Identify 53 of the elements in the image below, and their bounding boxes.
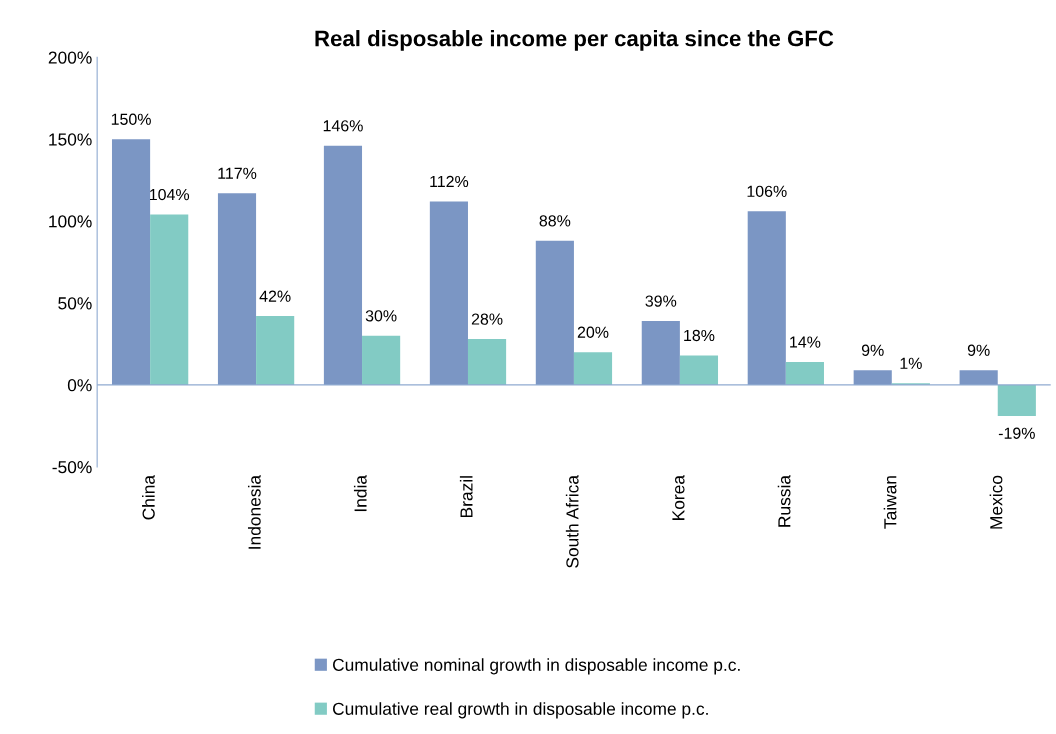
x-tick-label: South Africa — [565, 475, 579, 568]
data-label: -19% — [998, 427, 1035, 439]
bar — [679, 355, 719, 385]
chart-title: Real disposable income per capita since the GFC — [315, 30, 834, 51]
data-label: 30% — [365, 310, 397, 322]
data-label: 112% — [430, 175, 469, 188]
data-label: 14% — [790, 336, 821, 348]
data-label: 88% — [539, 215, 571, 227]
bar — [535, 240, 574, 385]
y-tick-label: -50% — [52, 460, 92, 474]
bar — [997, 384, 1036, 417]
x-tick-label: Mexico — [989, 475, 1003, 529]
y-tick-label: 50% — [58, 297, 92, 310]
bar — [747, 211, 786, 385]
bar — [573, 352, 613, 385]
bar — [429, 201, 468, 385]
data-label: 150% — [111, 113, 151, 125]
bar — [853, 370, 892, 385]
legend-label: Cumulative nominal growth in disposable income p.c. — [333, 658, 740, 675]
bar — [256, 316, 295, 385]
x-tick-label: Indonesia — [247, 475, 261, 549]
y-tick-label: 150% — [49, 133, 92, 146]
x-tick-label: Korea — [672, 475, 685, 520]
data-label: 117% — [218, 167, 257, 179]
data-label: 1% — [900, 357, 922, 369]
x-tick-label: India — [353, 475, 367, 512]
bar — [362, 335, 401, 385]
data-label: 146% — [323, 120, 363, 132]
data-label: 39% — [645, 295, 677, 307]
data-label: 106% — [747, 185, 787, 197]
legend-label: Cumulative real growth in disposable income p.c. — [333, 702, 708, 719]
x-tick-label: Taiwan — [883, 476, 897, 529]
x-tick-label: China — [142, 475, 155, 520]
bar — [217, 193, 257, 385]
y-tick-label: 0% — [67, 379, 92, 392]
bar — [111, 139, 151, 385]
x-tick-label: Brazil — [459, 476, 473, 517]
data-label: 42% — [259, 290, 291, 302]
data-label: 28% — [471, 313, 503, 325]
bar — [323, 145, 363, 385]
data-label: 104% — [149, 188, 190, 201]
bar — [641, 321, 680, 385]
bar — [959, 370, 998, 385]
data-label: 18% — [684, 329, 715, 342]
bar — [150, 214, 189, 385]
bar — [467, 339, 507, 385]
data-label: 20% — [577, 326, 609, 338]
data-label: 9% — [967, 344, 990, 356]
x-tick-label: Russia — [777, 475, 791, 527]
y-tick-label: 100% — [49, 215, 92, 228]
data-label: 9% — [861, 344, 884, 356]
y-tick-label: 200% — [48, 51, 92, 64]
bar — [785, 361, 824, 385]
